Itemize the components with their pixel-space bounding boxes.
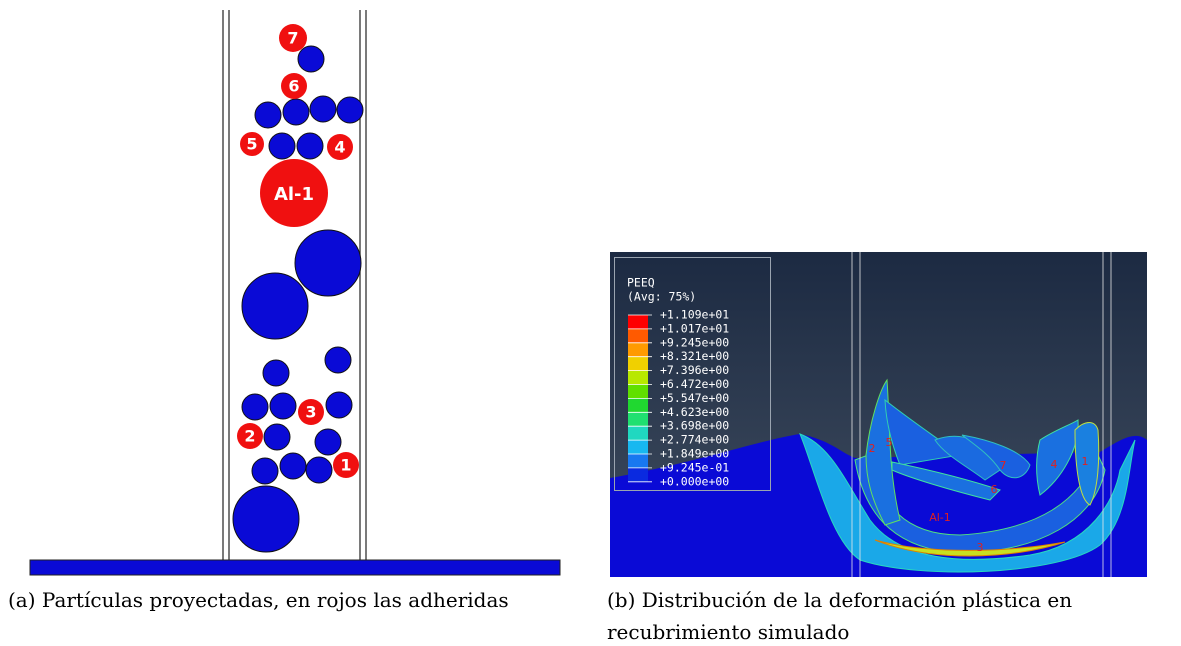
legend-value: +1.109e+01 bbox=[660, 308, 729, 322]
figure: 7 6 5 4 Al-1 3 2 1 1 2 3 4 5 bbox=[0, 0, 1181, 646]
panel-b: 1 2 3 4 5 6 7 Al-1 PEEQ (Avg: 75%) +1.10… bbox=[610, 252, 1147, 577]
legend-value: +1.849e+00 bbox=[660, 447, 729, 461]
legend-value: +2.774e+00 bbox=[660, 433, 729, 447]
particle-label: Al-1 bbox=[274, 184, 314, 205]
sim-label: 5 bbox=[886, 436, 893, 449]
particle-label: 7 bbox=[287, 29, 298, 48]
legend-value: +8.321e+00 bbox=[660, 349, 729, 363]
legend-swatch bbox=[628, 357, 648, 371]
particle-label: 4 bbox=[334, 138, 345, 157]
legend-swatch bbox=[628, 371, 648, 385]
sim-label: 3 bbox=[977, 541, 984, 554]
legend-swatch bbox=[628, 343, 648, 357]
particle-label: 6 bbox=[288, 77, 299, 96]
legend-value: +3.698e+00 bbox=[660, 419, 729, 433]
legend-swatch bbox=[628, 454, 648, 468]
sim-label: 1 bbox=[1082, 455, 1089, 468]
caption-b: (b) Distribución de la deformación plást… bbox=[607, 584, 1162, 646]
sim-label: 4 bbox=[1051, 458, 1058, 471]
legend-subtitle: (Avg: 75%) bbox=[627, 290, 696, 304]
caption-a: (a) Partículas proyectadas, en rojos las… bbox=[8, 584, 568, 616]
legend-swatch bbox=[628, 412, 648, 426]
particle-label: 5 bbox=[246, 135, 257, 154]
legend-swatch bbox=[628, 426, 648, 440]
legend-value: +9.245e+00 bbox=[660, 335, 729, 349]
legend-value: +9.245e-01 bbox=[660, 460, 729, 474]
legend-swatch bbox=[628, 385, 648, 399]
sim-label: Al-1 bbox=[929, 511, 951, 524]
particle-label: 1 bbox=[340, 456, 351, 475]
page: 7 6 5 4 Al-1 3 2 1 1 2 3 4 5 bbox=[0, 0, 1181, 646]
legend-swatch bbox=[628, 329, 648, 343]
particle-label: 2 bbox=[244, 427, 255, 446]
legend-value: +1.017e+01 bbox=[660, 321, 729, 335]
sim-label: 6 bbox=[991, 483, 998, 496]
legend-value: +6.472e+00 bbox=[660, 377, 729, 391]
legend-value: +5.547e+00 bbox=[660, 391, 729, 405]
sim-label: 7 bbox=[1000, 459, 1007, 472]
legend-swatch bbox=[628, 440, 648, 454]
legend-value: +4.623e+00 bbox=[660, 405, 729, 419]
panel-a: 7 6 5 4 Al-1 3 2 1 bbox=[30, 10, 560, 575]
legend-swatch bbox=[628, 398, 648, 412]
particle-label: 3 bbox=[305, 403, 316, 422]
legend-value: +0.000e+00 bbox=[660, 474, 729, 488]
legend-value: +7.396e+00 bbox=[660, 363, 729, 377]
legend-scale: +1.109e+01+1.017e+01+9.245e+00+8.321e+00… bbox=[628, 308, 729, 489]
legend-swatch bbox=[628, 468, 648, 482]
legend-swatch bbox=[628, 315, 648, 329]
substrate bbox=[30, 560, 560, 575]
legend-title: PEEQ bbox=[627, 276, 655, 290]
sim-label: 2 bbox=[869, 442, 876, 455]
